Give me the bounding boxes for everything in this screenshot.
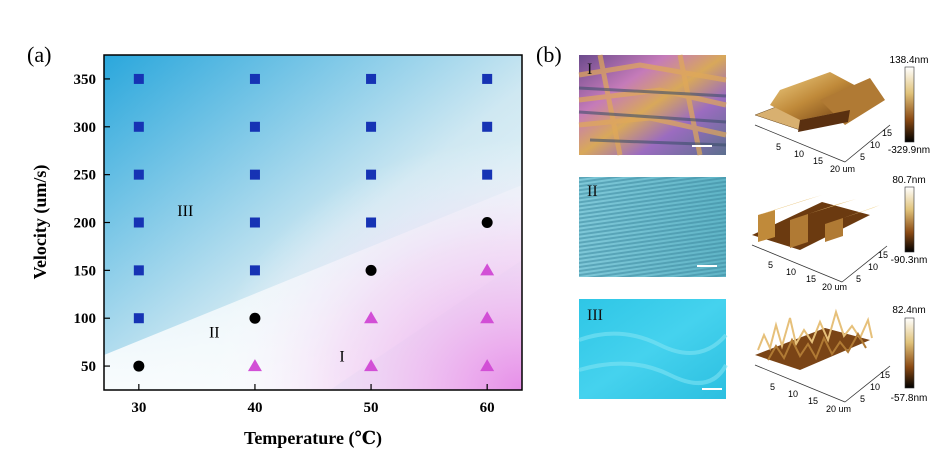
afm1-min: -329.9nm (888, 145, 930, 156)
data-point-square (249, 265, 260, 276)
afm3-xtick-10: 10 (788, 389, 798, 399)
data-point-square (249, 217, 260, 228)
micrograph-2: II (579, 177, 726, 277)
data-point-triangle (364, 311, 379, 324)
x-tick-label: 60 (480, 400, 495, 416)
data-point-square (133, 265, 144, 276)
afm3-xtick-15: 15 (808, 396, 818, 406)
afm1-xtick-15: 15 (813, 156, 823, 166)
afm1-ytick-10: 10 (870, 140, 880, 150)
y-tick-label: 100 (74, 311, 97, 327)
afm-plot-1: 5 10 15 20 um 5 10 15 138.4nm -329.9nm (754, 55, 930, 174)
afm3-ytick-10: 10 (870, 382, 880, 392)
data-point-square (133, 217, 144, 228)
micrograph-3: III (578, 299, 728, 399)
afm3-max: 82.4nm (892, 305, 925, 316)
data-point-square (133, 121, 144, 132)
x-axis-title: Temperature (℃) (244, 428, 382, 449)
afm1-xtick-20: 20 um (830, 164, 855, 174)
afm1-colorbar (904, 66, 915, 143)
region-label: I (339, 348, 344, 365)
afm-plot-3: 5 10 15 20 um 5 10 15 82.4nm -57.8nm (754, 305, 928, 414)
micrograph-3-label: III (587, 307, 603, 324)
y-tick-label: 150 (74, 263, 97, 279)
afm2-ytick-5: 5 (856, 274, 861, 284)
data-point-square (249, 121, 260, 132)
afm2-xtick-15: 15 (806, 274, 816, 284)
data-point-triangle (480, 263, 495, 276)
y-tick-label: 250 (74, 168, 97, 184)
data-marks (133, 73, 495, 372)
x-tick-label: 40 (247, 400, 262, 416)
micrograph-2-label: II (587, 183, 598, 200)
afm-plot-2: 5 10 15 20 um 5 10 15 80.7nm -90.3nm (751, 175, 928, 292)
data-point-square (482, 73, 493, 84)
data-point-square (366, 121, 377, 132)
y-tick-label: 300 (74, 120, 97, 136)
y-tick-label: 350 (74, 72, 97, 88)
x-tick-label: 50 (364, 400, 379, 416)
plot-pink-region (104, 55, 522, 390)
panel-b-label: (b) (536, 42, 562, 67)
y-tick-label: 50 (81, 359, 96, 375)
afm1-xtick-10: 10 (794, 149, 804, 159)
afm2-xtick-20: 20 um (822, 282, 847, 292)
y-tick-label: 200 (74, 216, 97, 232)
afm1-ytick-5: 5 (860, 152, 865, 162)
panel-a-label: (a) (27, 42, 51, 67)
data-point-circle (249, 312, 261, 324)
afm3-xtick-20: 20 um (826, 404, 851, 414)
afm2-ytick-10: 10 (868, 262, 878, 272)
afm2-min: -90.3nm (891, 255, 928, 266)
afm1-max: 138.4nm (890, 55, 929, 66)
data-point-triangle (247, 359, 262, 372)
data-point-square (366, 73, 377, 84)
data-point-square (482, 169, 493, 180)
data-point-circle (133, 360, 145, 372)
afm3-min: -57.8nm (891, 393, 928, 404)
data-point-square (366, 217, 377, 228)
data-point-square (482, 121, 493, 132)
data-point-square (133, 169, 144, 180)
data-point-circle (365, 264, 377, 276)
afm2-xtick-5: 5 (768, 260, 773, 270)
y-axis-title: Velocity (um/s) (30, 165, 51, 280)
afm2-ytick-15: 15 (878, 250, 888, 260)
data-point-triangle (480, 311, 495, 324)
plot-area (103, 54, 523, 391)
data-point-triangle (364, 359, 379, 372)
afm1-ytick-15: 15 (882, 128, 892, 138)
data-point-square (133, 73, 144, 84)
data-point-square (249, 169, 260, 180)
afm3-xtick-5: 5 (770, 382, 775, 392)
afm3-colorbar (904, 317, 915, 389)
afm-surface-3 (757, 308, 873, 351)
micrograph-1: I (578, 54, 727, 156)
data-point-square (366, 169, 377, 180)
data-point-triangle (480, 359, 495, 372)
afm2-max: 80.7nm (892, 175, 925, 186)
afm2-xtick-10: 10 (786, 267, 796, 277)
region-label: II (209, 324, 220, 341)
data-point-square (133, 313, 144, 324)
afm1-xtick-5: 5 (776, 142, 781, 152)
micrograph-1-label: I (587, 61, 592, 78)
x-tick-label: 30 (131, 400, 146, 416)
afm3-ytick-5: 5 (860, 394, 865, 404)
region-label: III (177, 203, 193, 220)
afm3-ytick-15: 15 (880, 370, 890, 380)
axes: 30 40 50 60 50 100 150 200 250 300 350 (74, 72, 495, 416)
data-point-circle (481, 217, 493, 228)
data-point-square (249, 73, 260, 84)
afm2-colorbar (904, 186, 915, 253)
